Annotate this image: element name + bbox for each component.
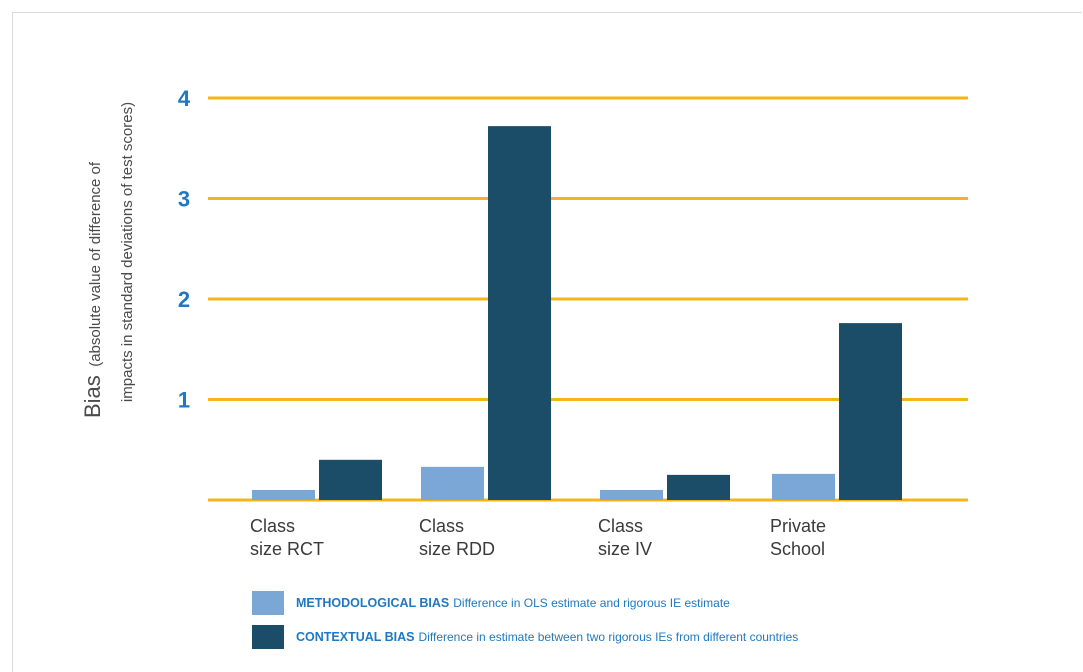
y-axis-label: Bias (absolute value of difference of	[80, 161, 105, 418]
y-axis-label-main: Bias	[80, 375, 105, 418]
legend-name-contextual: CONTEXTUAL BIAS	[296, 630, 415, 644]
y-tick-label-1: 1	[178, 388, 190, 413]
y-tick-label-3: 3	[178, 187, 190, 212]
bar-methodological-2	[600, 489, 663, 500]
legend-desc-contextual: Difference in estimate between two rigor…	[418, 630, 799, 644]
bar-contextual-3	[839, 323, 902, 500]
chart-frame	[12, 12, 1082, 672]
category-label-3-line0: Private	[770, 516, 826, 536]
bar-methodological-3	[772, 473, 835, 500]
bar-methodological-1	[421, 466, 484, 500]
category-label-0-line0: Class	[250, 516, 295, 536]
legend-name-methodological: METHODOLOGICAL BIAS	[296, 596, 450, 610]
legend-desc-methodological: Difference in OLS estimate and rigorous …	[453, 596, 730, 610]
y-tick-label-4: 4	[178, 86, 191, 111]
bar-contextual-0	[319, 459, 382, 500]
category-label-1-line1: size RDD	[419, 539, 495, 559]
category-label-0-line1: size RCT	[250, 539, 324, 559]
category-label-3-line1: School	[770, 539, 825, 559]
y-tick-label-2: 2	[178, 287, 190, 312]
category-label-2-line1: size IV	[598, 539, 652, 559]
legend-item-methodological: METHODOLOGICAL BIAS Difference in OLS es…	[252, 589, 730, 617]
category-label-1-line0: Class	[419, 516, 464, 536]
bar-contextual-2	[667, 474, 730, 500]
y-axis-label-line1: (absolute value of difference of	[87, 161, 104, 367]
legend-swatch-methodological	[252, 591, 284, 615]
bar-contextual-1	[488, 126, 551, 500]
legend-swatch-contextual	[252, 625, 284, 649]
bar-methodological-0	[252, 489, 315, 500]
legend-item-contextual: CONTEXTUAL BIAS Difference in estimate b…	[252, 623, 798, 651]
category-label-2-line0: Class	[598, 516, 643, 536]
y-axis-label-line2: impacts in standard deviations of test s…	[119, 102, 136, 402]
